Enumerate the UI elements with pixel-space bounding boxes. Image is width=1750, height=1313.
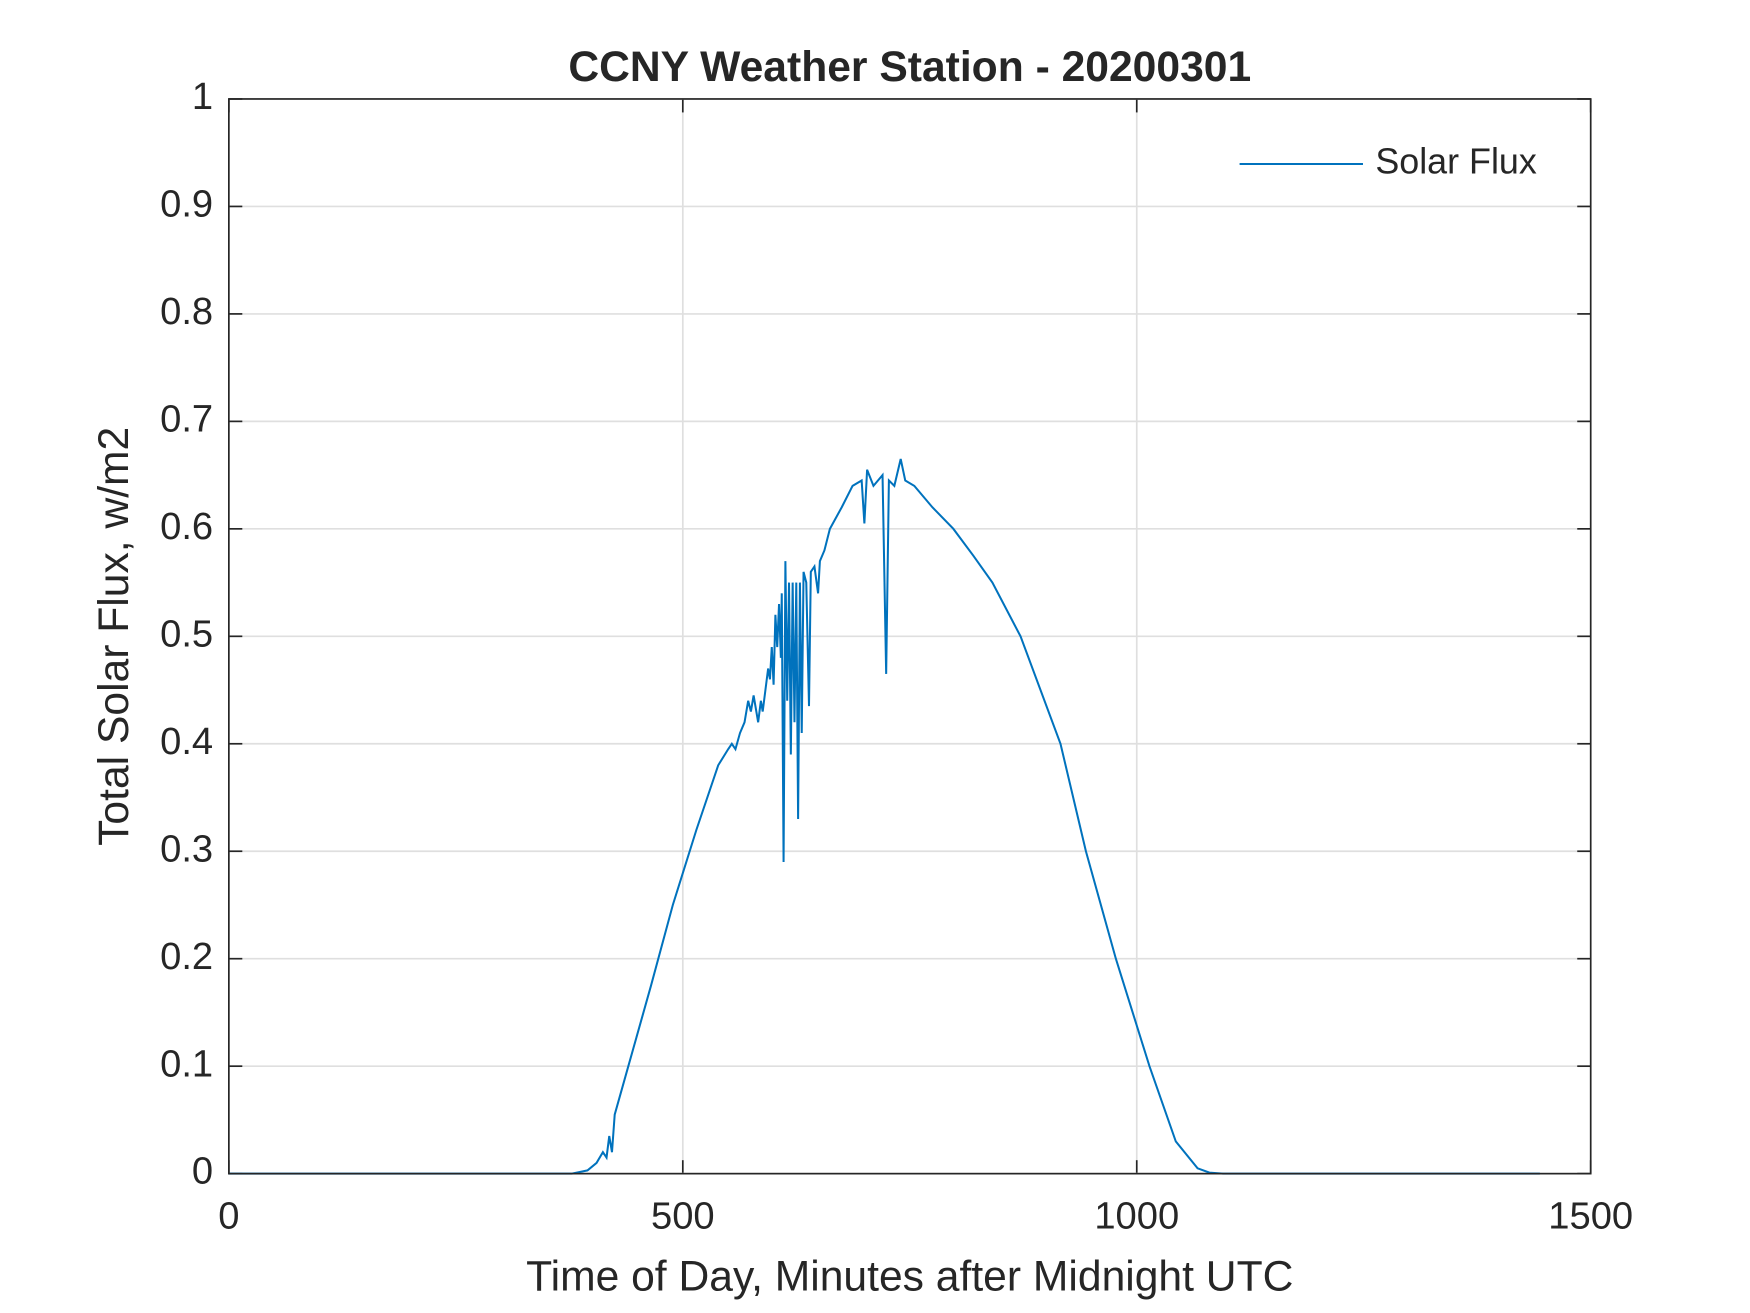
y-tick-label: 1 [192, 75, 213, 118]
y-tick-label: 0.3 [160, 827, 213, 870]
legend-label: Solar Flux [1375, 142, 1537, 182]
y-tick-label: 0.6 [160, 505, 213, 548]
x-tick-label: 1500 [1548, 1195, 1633, 1238]
y-tick-label: 0.7 [160, 397, 213, 440]
data-line [228, 458, 1540, 1175]
y-axis-label: Total Solar Flux, w/m2 [90, 427, 138, 846]
x-tick-label: 500 [651, 1195, 715, 1238]
x-axis-label: Time of Day, Minutes after Midnight UTC [526, 1252, 1293, 1300]
y-tick-label: 0.2 [160, 935, 213, 978]
x-tick-label: 0 [218, 1195, 239, 1238]
y-tick-label: 0.5 [160, 612, 213, 655]
y-tick-label: 0.1 [160, 1042, 213, 1085]
x-tick-label: 1000 [1094, 1195, 1179, 1238]
y-tick-label: 0 [192, 1150, 213, 1193]
y-tick-label: 0.4 [160, 720, 213, 763]
chart-title: CCNY Weather Station - 20200301 [568, 43, 1251, 91]
axes-box [228, 98, 1592, 1175]
y-tick-label: 0.9 [160, 183, 213, 226]
y-tick-label: 0.8 [160, 290, 213, 333]
